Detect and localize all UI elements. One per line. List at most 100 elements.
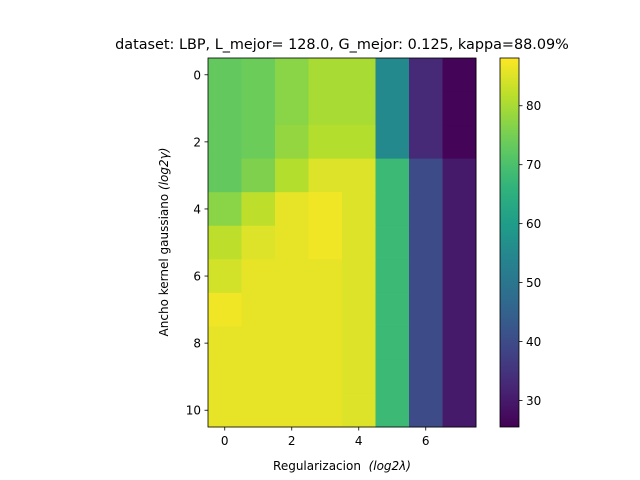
y-tick-label: 10 (186, 404, 201, 418)
heatmap-cell (241, 359, 276, 394)
heatmap-cell (375, 125, 410, 160)
heatmap-cell (442, 58, 477, 93)
heatmap-cell (342, 393, 376, 428)
heatmap-cell (308, 393, 343, 428)
heatmap-cell (308, 91, 343, 126)
heatmap-cell (208, 192, 242, 227)
heatmap-cell (342, 225, 376, 260)
y-tick-label: 2 (193, 135, 201, 149)
heatmap-cell (409, 125, 443, 160)
heatmap-cell (275, 91, 309, 126)
heatmap-cell (275, 259, 309, 294)
heatmap-cell (375, 58, 410, 93)
x-axis-label-text: Regularizacion (273, 459, 369, 473)
heatmap-cell (208, 158, 242, 193)
heatmap-cell (442, 192, 477, 227)
heatmap-cell (442, 359, 477, 394)
heatmap-cell (375, 192, 410, 227)
heatmap-cell (208, 91, 242, 126)
heatmap-cell (275, 326, 309, 361)
x-tick-label: 0 (221, 434, 229, 448)
y-axis-label-text: Ancho kernel gaussiano (157, 190, 171, 336)
x-tick-label: 2 (288, 434, 296, 448)
heatmap-cell (308, 192, 343, 227)
heatmap-cell (275, 393, 309, 428)
heatmap-cell (442, 225, 477, 260)
heatmap-cell (342, 359, 376, 394)
x-axis-ticks: 0 2 4 6 (221, 427, 430, 448)
heatmap-cell (208, 393, 242, 428)
heatmap-cell (208, 125, 242, 160)
heatmap-cell (442, 292, 477, 327)
heatmap-cell (442, 125, 477, 160)
colorbar-tick-label: 50 (526, 276, 541, 290)
heatmap-cell (241, 158, 276, 193)
x-tick-label: 4 (355, 434, 363, 448)
heatmap-cell (275, 225, 309, 260)
heatmap-cell (308, 292, 343, 327)
heatmap-cell (241, 91, 276, 126)
heatmap-cell (342, 58, 376, 93)
colorbar-tick-label: 80 (526, 99, 541, 113)
heatmap-cell (375, 259, 410, 294)
heatmap-cell (442, 326, 477, 361)
heatmap-cell (442, 91, 477, 126)
heatmap-cell (241, 292, 276, 327)
heatmap-cell (275, 292, 309, 327)
y-axis-ticks: 0 2 4 6 8 10 (186, 68, 208, 418)
heatmap-cell (275, 125, 309, 160)
heatmap-cell (375, 359, 410, 394)
heatmap-cell (342, 259, 376, 294)
y-tick-label: 4 (193, 202, 201, 216)
heatmap-cell (308, 359, 343, 394)
heatmap-cell (241, 326, 276, 361)
heatmap-cell (208, 326, 242, 361)
x-tick-label: 6 (422, 434, 430, 448)
colorbar-tick-label: 60 (526, 217, 541, 231)
heatmap-cell (275, 359, 309, 394)
heatmap-cell (208, 259, 242, 294)
heatmap-cell (308, 225, 343, 260)
heatmap-cell (241, 192, 276, 227)
heatmap-cell (241, 259, 276, 294)
heatmap-cell (409, 58, 443, 93)
heatmap-cell (308, 326, 343, 361)
colorbar-tick-label: 30 (526, 394, 541, 408)
heatmap-cell (308, 158, 343, 193)
heatmap-cell (409, 393, 443, 428)
heatmap-cell (241, 393, 276, 428)
heatmap-cell (241, 125, 276, 160)
colorbar-tick-label: 70 (526, 158, 541, 172)
heatmap-cell (342, 326, 376, 361)
heatmap-cell (375, 91, 410, 126)
heatmap-cell (342, 158, 376, 193)
heatmap-cell (208, 359, 242, 394)
heatmap-cell (275, 192, 309, 227)
x-axis-label: Regularizacion (log2λ) (273, 459, 411, 473)
heatmap-cell (308, 58, 343, 93)
chart-title: dataset: LBP, L_mejor= 128.0, G_mejor: 0… (115, 37, 569, 53)
heatmap-cell (342, 91, 376, 126)
heatmap-cell (275, 158, 309, 193)
heatmap-cell (342, 292, 376, 327)
heatmap-cell (375, 326, 410, 361)
heatmap-cell (409, 192, 443, 227)
heatmap-cell (375, 225, 410, 260)
heatmap-cell (442, 158, 477, 193)
heatmap-cell (375, 393, 410, 428)
heatmap-cell (208, 292, 242, 327)
heatmap-cell (409, 91, 443, 126)
heatmap-cell (409, 326, 443, 361)
y-tick-label: 8 (193, 337, 201, 351)
colorbar-ticks: 30 40 50 60 70 80 (519, 99, 541, 408)
heatmap-cell (409, 158, 443, 193)
heatmap-cell (342, 125, 376, 160)
y-tick-label: 0 (193, 68, 201, 82)
y-axis-label: Ancho kernel gaussiano (log2γ) (157, 148, 171, 337)
y-tick-label: 6 (193, 270, 201, 284)
heatmap-cell (241, 58, 276, 93)
heatmap-cell (409, 359, 443, 394)
heatmap-cell (442, 259, 477, 294)
heatmap-cell (442, 393, 477, 428)
